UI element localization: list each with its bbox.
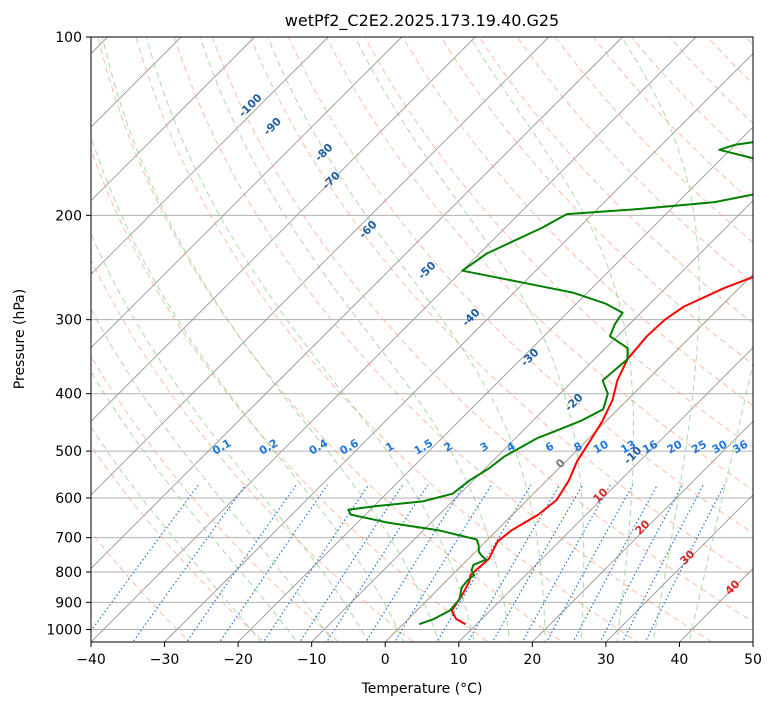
isotherm-line — [91, 37, 256, 202]
dry-adiabat-line — [402, 37, 753, 407]
moist-adiabat-line — [688, 360, 753, 642]
isotherm-line — [91, 37, 182, 128]
moist-adiabat-line — [469, 37, 635, 642]
isotherm-line — [458, 347, 753, 642]
moist-adiabat-line — [91, 426, 262, 642]
dry-adiabat-line — [478, 37, 753, 324]
moist-adiabat-line — [145, 37, 475, 642]
y-tick-label: 700 — [55, 531, 82, 547]
isotherm-line — [91, 37, 476, 422]
mixing-ratio-line — [394, 484, 492, 642]
zero-isotherm-line — [384, 273, 753, 642]
x-tick-label: −30 — [150, 652, 180, 668]
mixing-ratio-line — [545, 484, 634, 642]
plot-area — [91, 37, 753, 642]
x-tick-label: 50 — [744, 652, 762, 668]
temperature-profile-line — [450, 276, 753, 626]
isotherm-line — [237, 126, 753, 642]
mixing-ratio-line — [262, 484, 370, 642]
x-tick-label: 40 — [671, 652, 689, 668]
y-tick-label: 200 — [55, 208, 82, 224]
moist-adiabat-line — [621, 37, 700, 642]
moist-adiabat-line — [199, 37, 511, 642]
mixing-ratio-line — [185, 484, 297, 642]
mixing-ratio-line — [467, 484, 561, 642]
y-axis-label: Pressure (hPa) — [12, 289, 28, 389]
dry-adiabat-line — [440, 37, 753, 365]
moist-adiabat-line — [354, 37, 585, 642]
mixing-ratio-line — [621, 484, 704, 642]
axis-ticks: −40 −30 −20 −10 0 10 20 30 40 50 100 200 300 400 500 60… — [46, 30, 762, 668]
moist-adiabat-line — [91, 135, 405, 642]
x-axis-label: Temperature (°C) — [361, 681, 483, 697]
dry-adiabat-line — [592, 37, 753, 204]
y-tick-label: 900 — [55, 595, 82, 611]
dry-adiabat-line — [554, 37, 753, 244]
isotherm-line — [91, 37, 403, 349]
x-tick-label: −10 — [297, 652, 327, 668]
isotherm-line — [163, 52, 753, 642]
x-tick-label: 10 — [450, 652, 468, 668]
mixing-ratio-line — [599, 484, 684, 642]
dry-adiabat-line — [135, 37, 639, 642]
mixing-ratio-line — [572, 484, 659, 642]
dry-adiabat-line — [91, 148, 489, 642]
x-tick-label: 20 — [523, 652, 541, 668]
y-tick-label: 800 — [55, 565, 82, 581]
dry-adiabat-line — [249, 37, 753, 578]
y-tick-label: 400 — [55, 387, 82, 403]
moist-adiabat-line — [101, 37, 440, 642]
chart-title: wetPf2_C2E2.2025.173.19.40.G25 — [285, 11, 559, 31]
isotherm-line — [310, 200, 753, 642]
x-tick-label: −20 — [223, 652, 253, 668]
y-tick-label: 1000 — [46, 622, 82, 638]
mixing-ratio-line — [492, 484, 584, 642]
isotherm-line — [91, 37, 329, 275]
plot-frame — [90, 36, 754, 643]
isotherm-line — [531, 420, 753, 642]
y-tick-label: 600 — [55, 491, 82, 507]
dewpoint-profile-line — [347, 141, 753, 626]
dry-adiabat-line — [91, 355, 340, 642]
x-tick-label: 30 — [597, 652, 615, 668]
moist-adiabat-line — [91, 307, 334, 642]
mixing-ratio-line — [521, 484, 611, 642]
x-tick-label: 0 — [381, 652, 390, 668]
isotherm-line — [91, 37, 550, 496]
y-tick-label: 300 — [55, 313, 82, 329]
y-tick-label: 100 — [55, 30, 82, 46]
mixing-ratio-line — [299, 484, 404, 642]
mixing-ratio-line — [365, 484, 466, 642]
isotherm-line — [91, 37, 624, 570]
dry-adiabat-line — [325, 37, 753, 491]
y-tick-label: 500 — [55, 444, 82, 460]
mixing-ratio-line — [325, 484, 429, 642]
moist-adiabat-line — [267, 37, 546, 642]
dry-adiabat-line — [173, 37, 713, 642]
dry-adiabat-line — [97, 37, 564, 642]
dry-adiabat-line — [364, 37, 753, 449]
moist-adiabat-line — [91, 232, 369, 642]
dry-adiabat-line — [287, 37, 753, 534]
moist-adiabat-line — [91, 370, 298, 642]
mixing-ratio-line — [436, 484, 532, 642]
isotherm-line — [91, 37, 697, 642]
isotherm-line — [605, 494, 753, 642]
x-tick-label: −40 — [76, 652, 106, 668]
